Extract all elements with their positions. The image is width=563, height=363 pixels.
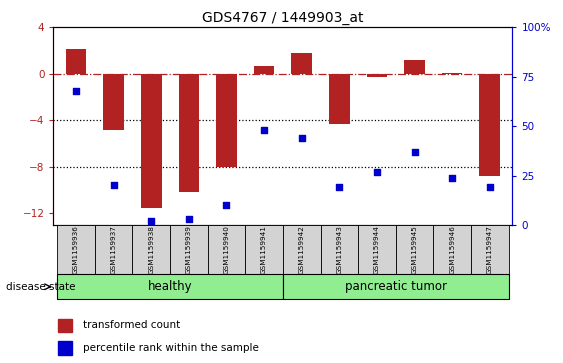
Bar [396,225,434,274]
Text: pancreatic tumor: pancreatic tumor [345,280,446,293]
Point [147,218,156,224]
Bar [58,319,72,332]
Bar [471,225,508,274]
Bar [216,74,237,167]
Bar [57,274,283,299]
Bar [283,274,508,299]
Text: GSM1159942: GSM1159942 [299,225,305,274]
Text: GSM1159947: GSM1159947 [487,225,493,274]
Bar [104,74,124,130]
Bar [170,225,208,274]
Bar [132,225,170,274]
Bar [66,49,86,74]
Bar [95,225,132,274]
Text: GSM1159943: GSM1159943 [336,225,342,274]
Point [373,169,382,175]
Text: GSM1159939: GSM1159939 [186,225,192,274]
Point [260,127,269,133]
Text: healthy: healthy [148,280,193,293]
Point [184,216,193,222]
Point [109,183,118,188]
Text: transformed count: transformed count [83,321,181,330]
Bar [404,60,425,74]
Text: GSM1159945: GSM1159945 [412,225,418,274]
Point [335,184,344,190]
Text: disease state: disease state [6,282,75,292]
Bar [141,74,162,208]
Bar [320,225,358,274]
Bar [254,66,274,74]
Point [485,184,494,190]
Point [72,87,81,93]
Bar [434,225,471,274]
Text: GSM1159937: GSM1159937 [111,225,117,274]
Bar [358,225,396,274]
Text: GSM1159938: GSM1159938 [148,225,154,274]
Bar [329,74,350,124]
Bar [367,74,387,77]
Bar [178,74,199,192]
Text: GSM1159944: GSM1159944 [374,225,380,274]
Bar [208,225,245,274]
Text: GSM1159946: GSM1159946 [449,225,455,274]
Text: GSM1159941: GSM1159941 [261,225,267,274]
Bar [442,73,462,74]
Text: GSM1159940: GSM1159940 [224,225,230,274]
Bar [480,74,500,176]
Title: GDS4767 / 1449903_at: GDS4767 / 1449903_at [202,11,364,25]
Point [410,149,419,155]
Point [297,135,306,141]
Bar [57,225,95,274]
Bar [245,225,283,274]
Point [222,203,231,208]
Point [448,175,457,180]
Text: percentile rank within the sample: percentile rank within the sample [83,343,259,353]
Bar [292,53,312,74]
Bar [58,342,72,355]
Text: GSM1159936: GSM1159936 [73,225,79,274]
Bar [283,225,320,274]
